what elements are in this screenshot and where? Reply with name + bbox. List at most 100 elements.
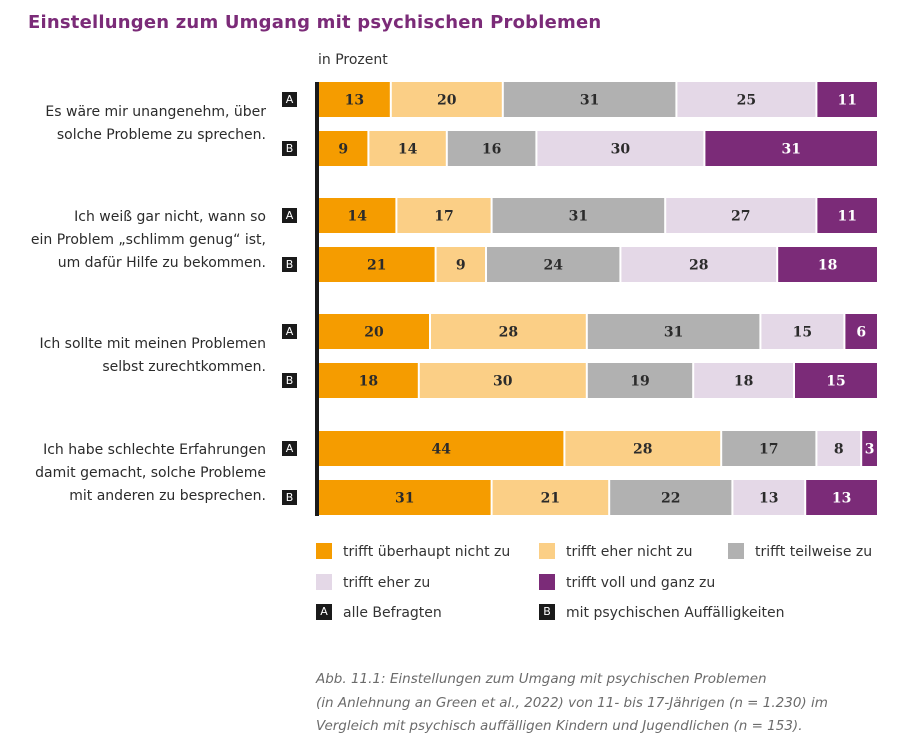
data-label-q2-b-1: 21 <box>367 258 386 274</box>
bar-segment-q1-a-3 <box>503 82 676 117</box>
legend-label-group-a: alle Befragten <box>343 605 442 621</box>
question-3-line-2: selbst zurechtkommen. <box>102 359 266 375</box>
bar-segment-q4-a-1 <box>319 431 564 466</box>
bar-segment-q2-a-4 <box>666 198 816 233</box>
question-3-line-1: Ich sollte mit meinen Problemen <box>39 336 266 352</box>
bar-segment-q2-b-1 <box>319 247 435 282</box>
data-label-q3-a-1: 20 <box>364 325 384 341</box>
bar-segment-q3-a-5 <box>845 314 877 349</box>
bar-segment-q2-b-3 <box>487 247 620 282</box>
bar-segment-q3-b-3 <box>587 363 693 398</box>
data-label-q4-b-3: 22 <box>661 491 680 507</box>
bar-segment-q3-a-1 <box>319 314 429 349</box>
data-label-q2-a-2: 17 <box>434 209 453 225</box>
bar-segment-q4-a-4 <box>817 431 861 466</box>
bar-segment-q3-b-4 <box>694 363 793 398</box>
question-1-line-1: Es wäre mir unangenehm, über <box>45 104 266 120</box>
bar-segment-q2-b-5 <box>778 247 877 282</box>
bar-segment-q4-b-5 <box>806 480 877 515</box>
stacked-bar-chart: 13 20 31 25 11 9 14 16 30 31 14 17 31 27 11 21 9 24 28 18 20… <box>319 82 877 515</box>
data-label-q4-a-1: 44 <box>431 442 451 458</box>
data-label-q4-b-2: 21 <box>541 491 560 507</box>
bar-segment-q4-a-3 <box>722 431 816 466</box>
data-label-q2-b-5: 18 <box>818 258 837 274</box>
question-4-line-3: mit anderen zu besprechen. <box>69 488 266 504</box>
bar-segment-q1-a-4 <box>677 82 816 117</box>
group-badge-b: B <box>282 490 297 505</box>
group-badge-a: A <box>282 208 297 223</box>
question-4-line-2: damit gemacht, solche Probleme <box>35 465 266 481</box>
group-badge-a: A <box>282 92 297 107</box>
bar-segment-q1-a-2 <box>391 82 502 117</box>
caption-line-1: Abb. 11.1: Einstellungen zum Umgang mit … <box>316 671 767 687</box>
data-label-q4-a-3: 17 <box>759 442 778 458</box>
data-label-q4-b-5: 13 <box>832 491 851 507</box>
data-label-q4-a-5: 3 <box>865 442 875 458</box>
data-label-q1-a-2: 20 <box>437 93 457 109</box>
bar-segment-q1-a-5 <box>817 82 877 117</box>
bar-segment-q3-b-2 <box>419 363 586 398</box>
question-2-line-3: um dafür Hilfe zu bekommen. <box>57 255 266 271</box>
bar-segment-q4-b-4 <box>733 480 805 515</box>
group-badge-b: B <box>282 257 297 272</box>
data-label-q4-a-2: 28 <box>633 442 652 458</box>
bar-segment-q3-a-4 <box>761 314 844 349</box>
legend-badge-a: A <box>316 604 332 620</box>
data-label-q1-a-3: 31 <box>580 93 599 109</box>
legend-swatch-3 <box>728 543 744 559</box>
data-label-q2-a-5: 11 <box>837 209 856 225</box>
unit-label: in Prozent <box>318 52 388 68</box>
bar-segment-q2-a-1 <box>319 198 396 233</box>
legend-swatch-5 <box>539 574 555 590</box>
data-label-q1-a-4: 25 <box>737 93 756 109</box>
data-label-q1-b-5: 31 <box>781 142 800 158</box>
data-label-q3-b-4: 18 <box>734 374 753 390</box>
bar-segment-q2-b-2 <box>436 247 485 282</box>
data-label-q2-b-3: 24 <box>543 258 563 274</box>
data-label-q1-a-1: 13 <box>345 93 364 109</box>
group-badge-b: B <box>282 141 297 156</box>
bar-segment-q1-b-2 <box>369 131 446 166</box>
legend-label-4: trifft eher zu <box>343 575 431 591</box>
data-label-q4-b-4: 13 <box>759 491 778 507</box>
bar-segment-q4-a-5 <box>862 431 877 466</box>
legend-badge-b: B <box>539 604 555 620</box>
data-label-q1-a-5: 11 <box>837 93 856 109</box>
data-label-q4-a-4: 8 <box>834 442 844 458</box>
bar-segment-q1-a-1 <box>319 82 390 117</box>
question-label-4: Ich habe schlechte Erfahrungen damit gema… <box>0 439 266 508</box>
data-label-q2-b-4: 28 <box>689 258 708 274</box>
legend-label-1: trifft überhaupt nicht zu <box>343 544 511 560</box>
data-label-q2-a-4: 27 <box>731 209 750 225</box>
bar-segment-q4-a-2 <box>565 431 721 466</box>
data-label-q3-a-2: 28 <box>499 325 518 341</box>
group-badge-a: A <box>282 441 297 456</box>
legend-swatch-1 <box>316 543 332 559</box>
legend-swatch-2 <box>539 543 555 559</box>
data-label-q3-a-5: 6 <box>856 325 866 341</box>
bar-segment-q3-b-1 <box>319 363 418 398</box>
bar-segment-q4-b-2 <box>492 480 609 515</box>
question-4-line-1: Ich habe schlechte Erfahrungen <box>43 442 266 458</box>
bar-segment-q3-a-3 <box>587 314 760 349</box>
data-label-q1-b-3: 16 <box>482 142 501 158</box>
bar-segment-q4-b-3 <box>610 480 732 515</box>
caption-line-2: (in Anlehnung an Green et al., 2022) von… <box>316 694 828 711</box>
caption-line-3: Vergleich mit psychisch auffälligen Kind… <box>316 718 803 734</box>
data-label-q2-a-1: 14 <box>347 209 367 225</box>
legend-label-group-b: mit psychischen Auffälligkeiten <box>566 605 785 621</box>
data-label-q1-b-1: 9 <box>338 142 348 158</box>
data-label-q1-b-4: 30 <box>611 142 631 158</box>
bar-segment-q2-a-2 <box>397 198 491 233</box>
bar-segment-q2-a-5 <box>817 198 877 233</box>
bar-segment-q2-a-3 <box>492 198 665 233</box>
question-1-line-2: solche Probleme zu sprechen. <box>56 127 266 143</box>
bar-segment-q3-a-2 <box>431 314 586 349</box>
data-label-q3-b-2: 30 <box>493 374 513 390</box>
group-badge-a: A <box>282 324 297 339</box>
group-badge-b: B <box>282 373 297 388</box>
bar-segment-q1-b-5 <box>705 131 877 166</box>
data-label-q2-b-2: 9 <box>456 258 466 274</box>
data-label-q1-b-2: 14 <box>398 142 418 158</box>
legend-label-5: trifft voll und ganz zu <box>566 575 716 591</box>
